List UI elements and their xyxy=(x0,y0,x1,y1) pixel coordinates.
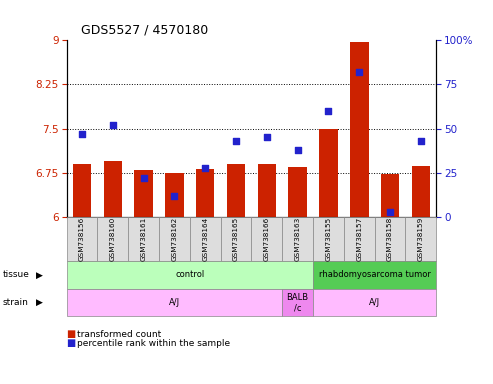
Bar xyxy=(288,167,307,217)
Bar xyxy=(196,169,214,217)
Text: A/J: A/J xyxy=(169,298,180,307)
Bar xyxy=(104,161,122,217)
Point xyxy=(263,134,271,141)
Bar xyxy=(73,164,91,217)
Point xyxy=(386,209,394,215)
Text: ■: ■ xyxy=(67,338,76,348)
Point xyxy=(294,147,302,153)
Text: transformed count: transformed count xyxy=(77,330,162,339)
Text: percentile rank within the sample: percentile rank within the sample xyxy=(77,339,231,348)
Text: GSM738155: GSM738155 xyxy=(325,217,331,261)
Text: GSM738160: GSM738160 xyxy=(110,217,116,261)
Text: GSM738164: GSM738164 xyxy=(202,217,208,261)
Bar xyxy=(381,174,399,217)
Text: control: control xyxy=(175,270,205,280)
Bar xyxy=(319,129,338,217)
Text: ■: ■ xyxy=(67,329,76,339)
Bar xyxy=(134,170,153,217)
Text: GSM738156: GSM738156 xyxy=(79,217,85,261)
Point xyxy=(140,175,147,181)
Text: GSM738166: GSM738166 xyxy=(264,217,270,261)
Text: GSM738162: GSM738162 xyxy=(172,217,177,261)
Point xyxy=(201,164,209,170)
Point xyxy=(78,131,86,137)
Text: rhabdomyosarcoma tumor: rhabdomyosarcoma tumor xyxy=(319,270,430,280)
Bar xyxy=(412,166,430,217)
Point xyxy=(355,69,363,75)
Text: strain: strain xyxy=(2,298,28,307)
Text: tissue: tissue xyxy=(2,270,30,280)
Text: GSM738163: GSM738163 xyxy=(295,217,301,261)
Text: GSM738161: GSM738161 xyxy=(141,217,146,261)
Text: ▶: ▶ xyxy=(35,298,42,307)
Bar xyxy=(257,164,276,217)
Text: BALB
/c: BALB /c xyxy=(286,293,309,312)
Text: GSM738157: GSM738157 xyxy=(356,217,362,261)
Bar xyxy=(350,42,368,217)
Point xyxy=(324,108,332,114)
Point xyxy=(232,138,240,144)
Text: ▶: ▶ xyxy=(35,270,42,280)
Point xyxy=(109,122,117,128)
Text: GDS5527 / 4570180: GDS5527 / 4570180 xyxy=(81,23,209,36)
Text: GSM738159: GSM738159 xyxy=(418,217,424,261)
Bar xyxy=(165,173,184,217)
Point xyxy=(417,138,425,144)
Bar xyxy=(227,164,245,217)
Text: GSM738165: GSM738165 xyxy=(233,217,239,261)
Point xyxy=(171,193,178,199)
Text: GSM738158: GSM738158 xyxy=(387,217,393,261)
Text: A/J: A/J xyxy=(369,298,380,307)
